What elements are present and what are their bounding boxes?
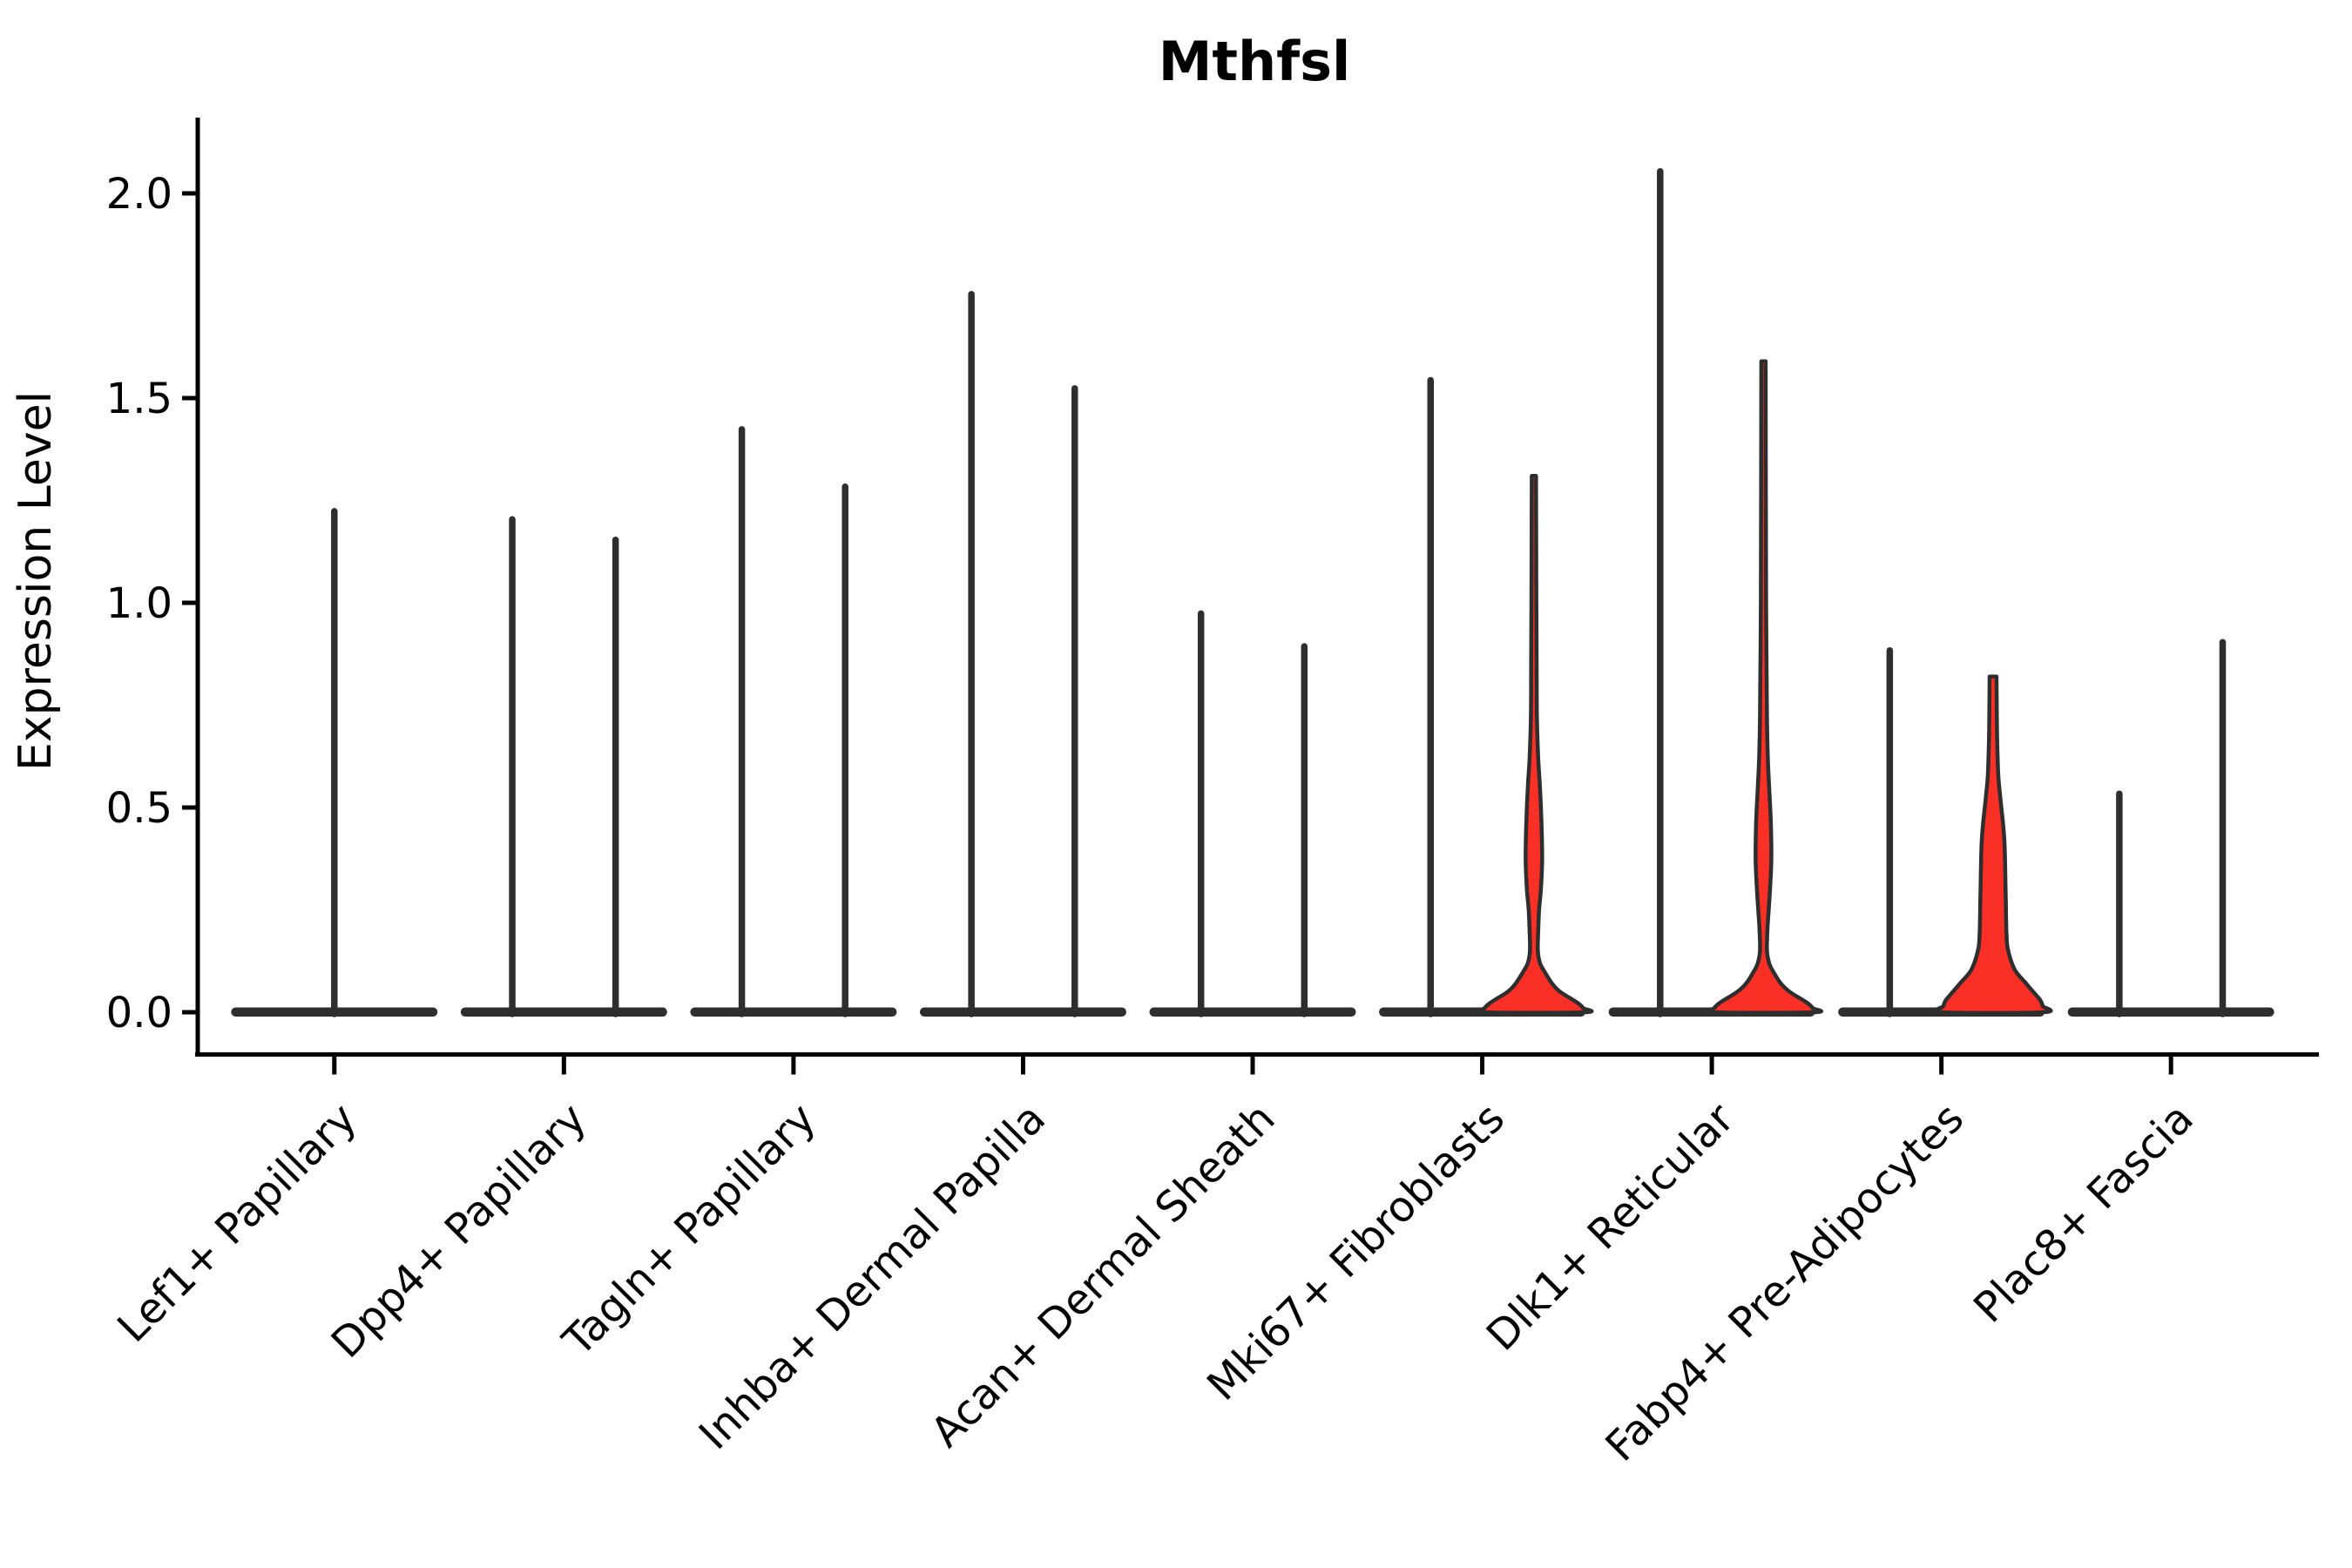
violin-series bbox=[231, 168, 2274, 1017]
chart-title: Mthfsl bbox=[1159, 30, 1351, 93]
x-tick-label: Tagln+ Papillary bbox=[553, 1094, 825, 1366]
violin-base-bar bbox=[2067, 1007, 2274, 1017]
violin-base-bar bbox=[919, 1007, 1126, 1017]
violin-filled bbox=[1474, 474, 1594, 1015]
violin-base-bar bbox=[690, 1007, 897, 1017]
y-axis-ticks: 0.0 0.5 1.0 1.5 2.0 bbox=[106, 170, 198, 1037]
violin-filled bbox=[1703, 359, 1823, 1015]
x-tick-label: Plac8+ Fascia bbox=[1964, 1094, 2203, 1333]
y-tick-label: 0.0 bbox=[106, 989, 172, 1037]
x-tick-label: Dlk1+ Reticular bbox=[1477, 1094, 1744, 1361]
violin-base-bar bbox=[460, 1007, 667, 1017]
y-axis-label: Expression Level bbox=[10, 391, 62, 771]
violin-filled bbox=[1933, 674, 2053, 1016]
x-tick-label: Lef1+ Papillary bbox=[108, 1094, 366, 1352]
y-tick-label: 1.0 bbox=[106, 579, 172, 628]
y-tick-label: 1.5 bbox=[106, 375, 172, 423]
violin-base-bar bbox=[1149, 1007, 1356, 1017]
y-tick-label: 2.0 bbox=[106, 170, 172, 219]
x-tick-label: Dpp4+ Papillary bbox=[322, 1094, 596, 1368]
y-tick-label: 0.5 bbox=[106, 784, 172, 833]
x-axis-ticks bbox=[332, 1054, 2173, 1075]
